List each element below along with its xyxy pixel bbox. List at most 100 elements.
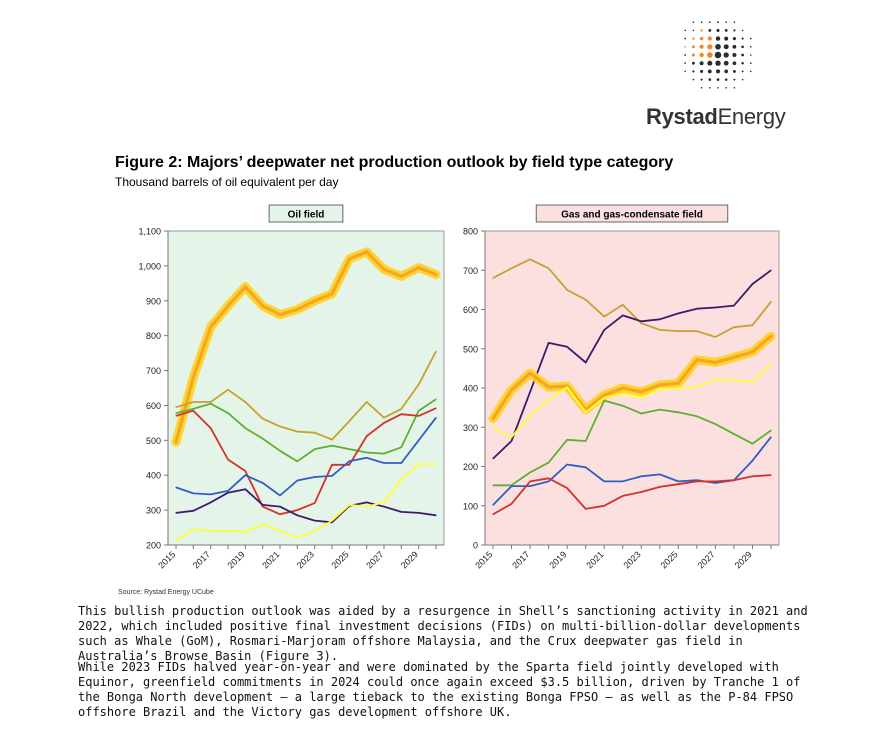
data-point — [640, 391, 642, 393]
data-point — [640, 322, 642, 324]
x-tick-label: 2029 — [399, 549, 420, 570]
series-line — [175, 350, 437, 441]
logo-dot — [700, 78, 703, 81]
data-point — [566, 346, 568, 348]
x-tick-label: 2019 — [226, 549, 247, 570]
data-point — [696, 480, 698, 482]
data-point — [659, 388, 661, 390]
data-point — [418, 463, 420, 465]
data-point — [566, 385, 568, 387]
logo-dot — [684, 37, 686, 40]
logo-dot — [692, 37, 695, 40]
data-point — [210, 401, 212, 403]
logo-dot — [715, 43, 721, 50]
rystad-wordmark: RystadEnergy — [646, 104, 786, 130]
logo-dot — [691, 45, 695, 49]
brand-name-regular: Energy — [717, 104, 786, 129]
data-point — [348, 448, 350, 450]
logo-dot — [709, 87, 711, 89]
data-point — [418, 512, 420, 514]
paragraph-1: This bullish production outlook was aide… — [78, 604, 808, 663]
logo-dot — [708, 21, 711, 24]
data-point — [366, 501, 368, 503]
logo-dot — [741, 29, 744, 32]
logo-dot — [741, 70, 744, 73]
logo-dot — [723, 52, 729, 58]
data-point — [366, 251, 368, 253]
logo-dot — [724, 36, 729, 41]
data-point — [696, 386, 698, 388]
y-tick-label: 400 — [463, 384, 478, 394]
logo-dot — [708, 28, 712, 32]
data-point — [279, 450, 281, 452]
data-point — [696, 308, 698, 310]
data-point — [279, 506, 281, 508]
data-point — [400, 413, 402, 415]
data-point — [175, 415, 177, 417]
data-point — [244, 470, 246, 472]
data-point — [383, 462, 385, 464]
figure-subtitle: Thousand barrels of oil equivalent per d… — [115, 175, 339, 189]
logo-dot — [741, 45, 744, 49]
data-point — [210, 427, 212, 429]
logo-dot — [750, 37, 752, 40]
y-tick-label: 200 — [463, 462, 478, 472]
data-point — [548, 480, 550, 482]
data-point — [348, 420, 350, 422]
data-point — [529, 414, 531, 417]
logo-dot — [692, 70, 695, 73]
chart-title: Gas and gas-condensate field — [561, 210, 703, 221]
data-point — [659, 486, 661, 488]
logo-dot — [692, 21, 695, 23]
series-line — [492, 474, 772, 516]
data-point — [296, 509, 298, 511]
data-point — [529, 372, 531, 374]
data-point — [622, 405, 624, 407]
data-point — [262, 523, 264, 525]
data-point — [659, 473, 661, 475]
data-point — [751, 324, 754, 326]
data-point — [733, 479, 735, 481]
series-line — [492, 258, 772, 338]
data-point — [770, 363, 772, 365]
data-point — [244, 286, 246, 288]
y-tick-label: 200 — [146, 541, 161, 551]
data-point — [175, 512, 177, 514]
data-point — [566, 487, 568, 489]
y-tick-label: 100 — [463, 501, 478, 511]
data-point — [677, 480, 679, 482]
data-point — [296, 460, 298, 462]
data-point — [175, 486, 177, 488]
logo-dot — [750, 46, 752, 48]
data-point — [492, 277, 494, 279]
y-tick-label: 800 — [146, 331, 161, 341]
data-point — [348, 464, 350, 466]
data-point — [227, 305, 229, 307]
logo-dot — [700, 87, 703, 89]
figure-title: Figure 2: Majors’ deepwater net producti… — [115, 154, 674, 171]
plot-background — [167, 230, 445, 546]
data-point — [279, 494, 281, 497]
data-point — [383, 506, 385, 508]
data-point — [548, 477, 550, 479]
data-point — [714, 482, 717, 484]
data-point — [296, 479, 298, 482]
data-point — [418, 415, 420, 417]
y-tick-label: 1,100 — [138, 227, 161, 237]
data-point — [548, 386, 550, 388]
data-point — [696, 359, 698, 361]
series-line — [175, 398, 437, 463]
data-point — [366, 435, 368, 437]
data-point — [262, 506, 264, 508]
logo-dot — [733, 87, 736, 89]
data-point — [366, 451, 368, 454]
x-tick-label: 2023 — [295, 549, 316, 570]
data-point — [435, 398, 437, 400]
data-point — [435, 514, 437, 516]
data-point — [622, 495, 624, 497]
data-point — [227, 458, 229, 461]
logo-dot — [732, 69, 736, 73]
data-point — [296, 431, 298, 433]
data-point — [714, 336, 717, 338]
data-point — [733, 326, 735, 328]
